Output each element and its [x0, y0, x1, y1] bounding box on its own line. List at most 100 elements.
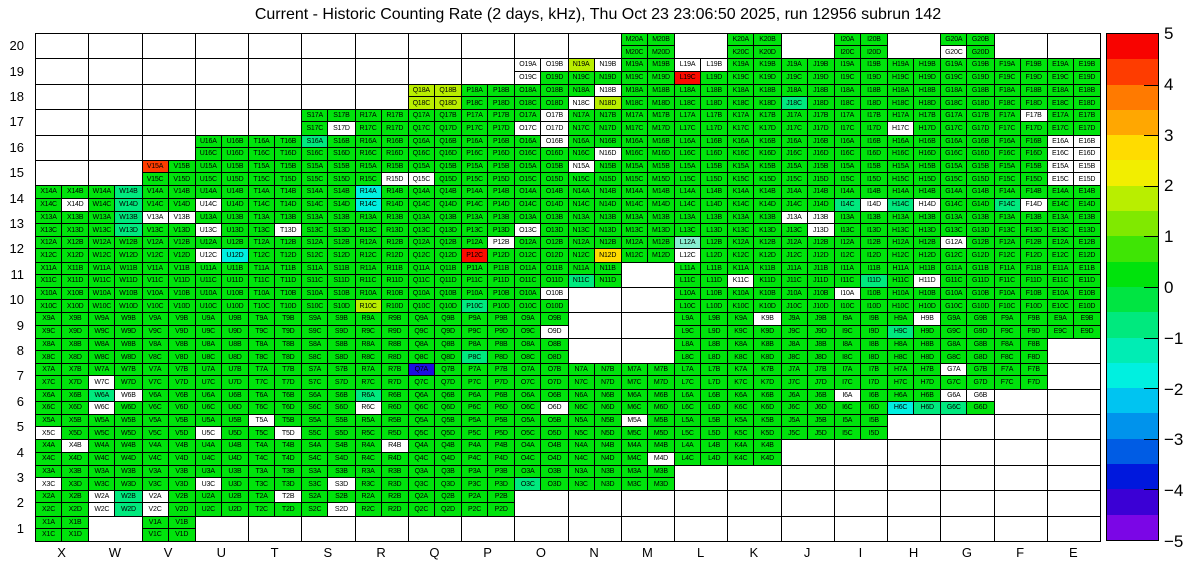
cell-N19B: N19B — [594, 59, 621, 72]
cell-O12B: O12B — [541, 237, 568, 250]
cell-J5C: J5C — [781, 427, 808, 440]
cell-G11B: G11B — [967, 262, 994, 275]
cell-O11D: O11D — [541, 274, 568, 287]
cell-V1D: V1D — [168, 528, 195, 541]
cell-Q11C: Q11C — [408, 274, 435, 287]
cell-P3A: P3A — [462, 465, 489, 478]
cell-L17A: L17A — [675, 110, 702, 123]
cell-W13B: W13B — [115, 211, 142, 224]
cell-M6B: M6B — [647, 389, 674, 402]
block-Q1 — [408, 516, 462, 542]
cell-S10C: S10C — [302, 300, 329, 313]
block-M4: M4A M4B M4C M4D — [621, 440, 675, 466]
cell-U9D: U9D — [221, 325, 248, 338]
cell-J16A: J16A — [781, 135, 808, 148]
cell-O17D: O17D — [541, 122, 568, 135]
cell-L14D: L14D — [701, 198, 728, 211]
cell-M12C: M12C — [621, 249, 648, 262]
cell-O6B: O6B — [541, 389, 568, 402]
block-N12: N12A N12B N12C N12D — [568, 237, 622, 263]
cell-K7B: K7B — [754, 364, 781, 377]
cell-R5C: R5C — [355, 427, 382, 440]
cell-E13B: E13B — [1073, 211, 1100, 224]
cell-N3B: N3B — [594, 465, 621, 478]
block-R20 — [355, 34, 409, 60]
cell-K13D: K13D — [754, 223, 781, 237]
cell-S15B: S15B — [328, 160, 355, 174]
cell-S2A: S2A — [302, 491, 329, 504]
cell-E11D: E11D — [1073, 274, 1100, 287]
cell-T12A: T12A — [249, 237, 276, 250]
cell-J5D: J5D — [807, 427, 834, 440]
cell-T9B: T9B — [275, 313, 302, 326]
cell-J12B: J12B — [807, 237, 834, 250]
cell-I10C: I10C — [834, 300, 861, 313]
colorbar-band-2 — [1107, 84, 1158, 110]
cell-L6D: L6D — [701, 401, 728, 414]
block-W18 — [89, 84, 143, 111]
cell-O17C: O17C — [515, 122, 542, 135]
colorbar-tickmark — [1144, 287, 1158, 288]
cell-E9B: E9B — [1073, 313, 1100, 326]
cell-M18D: M18D — [647, 96, 674, 110]
cell-E13D: E13D — [1073, 223, 1100, 237]
cell-G20B: G20B — [967, 34, 994, 47]
x-tick-I: I — [858, 545, 863, 560]
cell-J18B: J18B — [807, 84, 834, 97]
cell-O10B: O10B — [541, 287, 568, 301]
cell-P11B: P11B — [488, 262, 515, 275]
cell-I11C: I11C — [834, 274, 861, 287]
cell-O18B: O18B — [541, 84, 568, 97]
block-I18: I18A I18B I18C I18D — [834, 84, 888, 111]
cell-O8B: O8B — [541, 338, 568, 351]
block-Q8: Q8A Q8B Q8C Q8D — [408, 338, 462, 365]
cell-V8D: V8D — [168, 350, 195, 364]
cell-T15B: T15B — [275, 160, 302, 174]
block-K8: K8A K8B K8C K8D — [728, 338, 782, 365]
cell-M7D: M7D — [647, 376, 674, 389]
cell-X7B: X7B — [62, 364, 89, 377]
cell-F10A: F10A — [994, 287, 1021, 301]
cell-U13A: U13A — [195, 211, 222, 224]
cell-V3A: V3A — [142, 465, 169, 478]
cell-R17B: R17B — [381, 110, 408, 123]
block-K19: K19A K19B K19C K19D — [728, 59, 782, 85]
block-G8: G8A G8B G8C G8D — [941, 338, 995, 365]
cell-I13A: I13A — [834, 211, 861, 224]
cell-U5A: U5A — [195, 414, 222, 428]
cell-X3D: X3D — [62, 477, 89, 491]
block-R3: R3A R3B R3C R3D — [355, 465, 409, 492]
block-U14: U14A U14B U14C U14D — [195, 186, 249, 212]
block-Q4: Q4A Q4B Q4C Q4D — [408, 440, 462, 466]
block-P12: P12A P12B P12C P12D — [462, 237, 516, 263]
block-W3: W3A W3B W3C W3D — [89, 465, 143, 492]
block-X18 — [36, 84, 90, 111]
cell-H8B: H8B — [914, 338, 941, 351]
block-H2 — [888, 491, 942, 517]
block-U15: U15A U15B U15C U15D — [195, 160, 249, 187]
cell-J16B: J16B — [807, 135, 834, 148]
cell-E13A: E13A — [1047, 211, 1074, 224]
cell-K17C: K17C — [728, 122, 755, 135]
cell-M5C: M5C — [621, 427, 648, 440]
cell-R17C: R17C — [355, 122, 382, 135]
cell-V6B: V6B — [168, 389, 195, 402]
block-T20 — [249, 34, 303, 60]
cell-F8D: F8D — [1020, 350, 1047, 364]
cell-T3B: T3B — [275, 465, 302, 478]
cell-V6D: V6D — [168, 401, 195, 414]
cell-O7D: O7D — [541, 376, 568, 389]
cell-T4A: T4A — [249, 440, 276, 453]
cell-X4B: X4B — [62, 440, 89, 453]
cell-H12B: H12B — [914, 237, 941, 250]
colorbar-band-16 — [1107, 438, 1158, 465]
cell-P2D: P2D — [488, 503, 515, 516]
cell-O9C: O9C — [515, 325, 542, 338]
block-H15: H15A H15B H15C H15D — [888, 160, 942, 187]
cell-M3C: M3C — [621, 477, 648, 491]
cell-R13A: R13A — [355, 211, 382, 224]
cell-N18C: N18C — [568, 96, 595, 110]
y-tick-3: 3 — [16, 470, 24, 485]
cell-Q7A: Q7A — [408, 364, 435, 377]
colorbar-band-8 — [1107, 236, 1158, 262]
